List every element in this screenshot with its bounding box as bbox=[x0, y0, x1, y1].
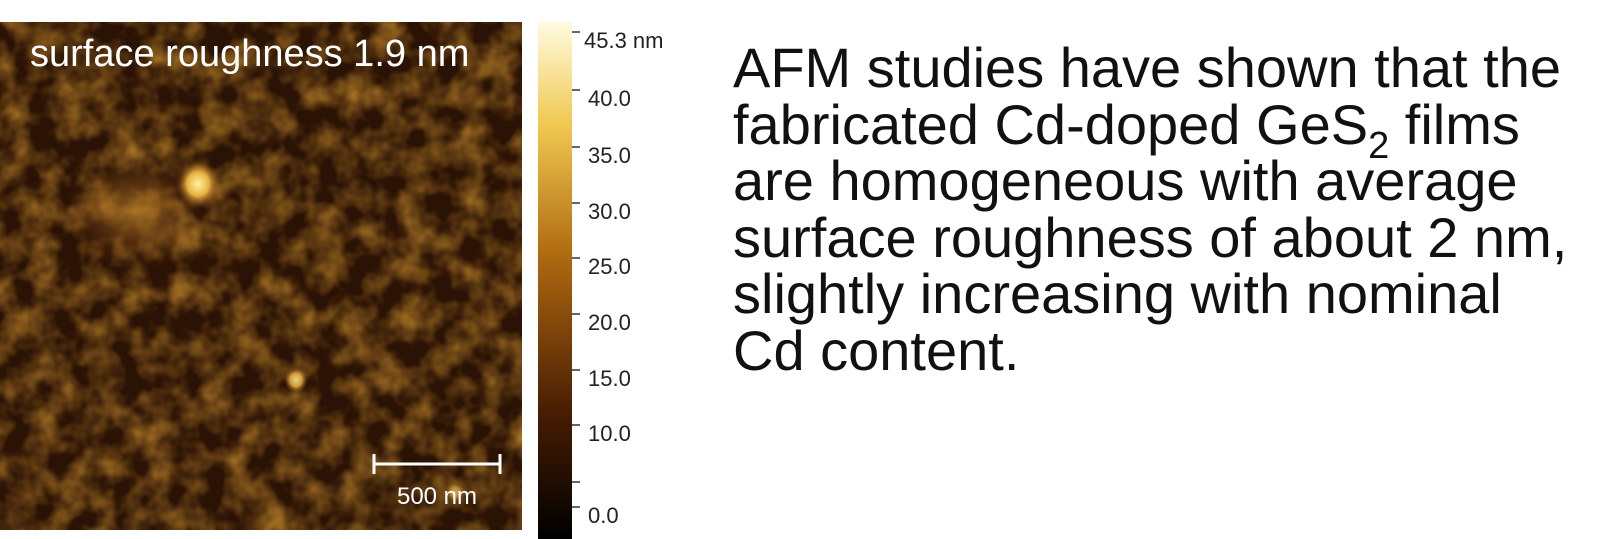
colorbar-label: 20.0 bbox=[588, 310, 631, 335]
colorbar-label: 10.0 bbox=[588, 421, 631, 446]
body-text: AFM studies have shown that the fabricat… bbox=[733, 40, 1583, 379]
colorbar-label: 40.0 bbox=[588, 86, 631, 111]
afm-image: surface roughness 1.9 nm 500 nm bbox=[0, 22, 522, 530]
scale-bar-label: 500 nm bbox=[397, 483, 477, 510]
colorbar: 45.3 nm 40.0 35.0 30.0 25.0 20.0 15.0 10.0 0.0 bbox=[530, 0, 710, 539]
colorbar-label: 30.0 bbox=[588, 199, 631, 224]
image-caption: surface roughness 1.9 nm bbox=[30, 33, 469, 75]
slide: surface roughness 1.9 nm 500 nm 45.3 nm4… bbox=[0, 0, 1600, 539]
colorbar-label: 25.0 bbox=[588, 254, 631, 279]
colorbar-label: 0.0 bbox=[588, 503, 619, 528]
colorbar-label: 45.3 nm bbox=[584, 28, 664, 53]
colorbar-label: 35.0 bbox=[588, 143, 631, 168]
colorbar-gradient bbox=[538, 22, 572, 539]
colorbar-label: 15.0 bbox=[588, 366, 631, 391]
